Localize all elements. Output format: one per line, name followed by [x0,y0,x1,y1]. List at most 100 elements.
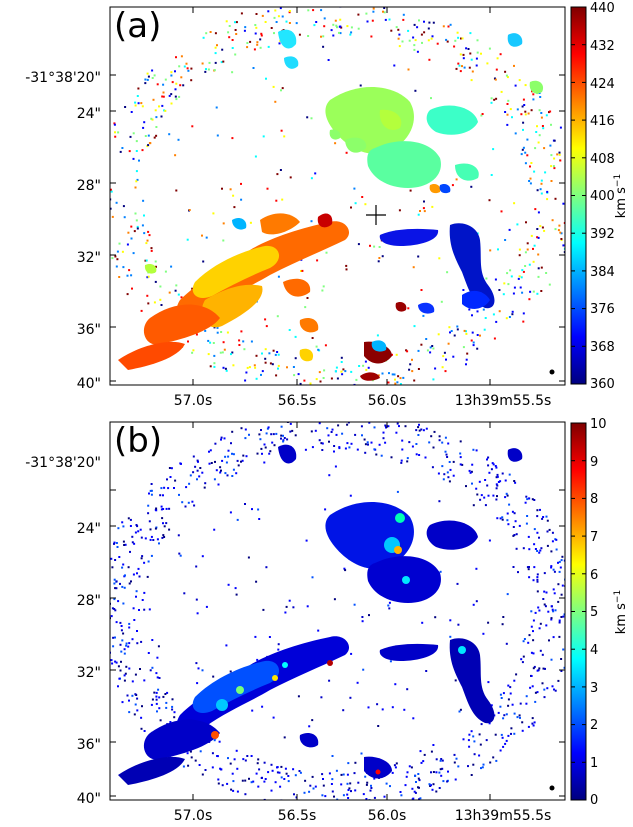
speckle [154,280,157,283]
speckle [291,429,294,432]
speckle [344,447,347,450]
speckle [319,0,321,1]
speckle [163,109,166,112]
speckle [476,493,479,496]
speckle [406,457,409,460]
speckle [417,434,420,436]
speckle [158,542,160,545]
speckle [143,214,145,217]
speckle [566,600,568,602]
speckle [522,146,525,149]
speckle [513,712,516,715]
speckle [368,422,371,424]
speckle [116,546,119,548]
speckle [356,448,359,451]
speckle [337,414,339,416]
speckle [329,419,331,421]
speckle [242,758,245,761]
speckle [521,148,524,151]
speckle [496,57,499,60]
speckle [195,333,198,336]
speckle [254,32,257,35]
speckle [289,430,292,433]
speckle [256,43,259,46]
speckle [430,771,432,774]
speckle [407,68,410,71]
speckle [446,40,449,43]
speckle [450,330,453,332]
speckle [277,353,280,356]
speckle [536,228,539,230]
speckle [288,11,291,14]
speckle [278,417,280,419]
speckle [539,622,542,625]
speckle [546,198,549,201]
speckle [240,12,243,15]
speckle [275,374,278,377]
speckle [493,337,496,340]
speckle [455,67,458,70]
speckle [105,250,107,252]
speckle [546,530,549,533]
speckle [463,329,466,332]
speckle [127,645,130,648]
speckle [505,642,508,645]
speckle [192,455,195,458]
speckle [475,64,478,67]
speckle [397,37,400,40]
speckle [460,37,462,40]
speckle [505,74,508,77]
speckle [138,159,140,162]
speckle [495,498,498,501]
speckle [543,229,546,232]
speckle [336,798,339,800]
speckle [146,239,149,242]
speckle [495,487,498,490]
speckle [311,337,314,339]
speckle [231,772,234,775]
speckle [457,765,460,768]
speckle [190,79,193,82]
speckle [432,744,435,746]
speckle [503,714,506,717]
speckle [508,316,511,318]
speckle [321,442,324,445]
speckle [475,449,478,452]
speckle [411,445,414,448]
speckle [350,442,353,445]
speckle [376,334,379,337]
speckle [273,32,275,35]
speckle [521,291,524,294]
speckle [333,795,335,798]
speckle [267,771,270,774]
speckle [482,308,485,311]
speckle [509,686,512,689]
speckle [100,636,102,638]
speckle [217,778,220,781]
speckle [515,673,518,676]
speckle [470,774,473,776]
speckle [383,795,386,798]
speckle [280,434,283,437]
speckle [384,441,387,444]
speckle [381,708,384,711]
speckle [524,113,527,116]
panel-b-map [100,414,568,807]
speckle [563,613,565,616]
speckle [170,74,173,77]
speckle [455,757,458,760]
speckle [280,776,283,779]
speckle [323,805,325,807]
speckle [536,292,539,295]
speckle [371,19,374,22]
speckle [333,598,336,601]
speckle [103,198,105,200]
speckle [513,679,516,682]
speckle [311,446,314,449]
speckle [101,605,103,607]
speckle [254,366,257,369]
speckle [538,609,541,612]
speckle [509,692,512,695]
speckle [277,15,280,18]
speckle [246,366,249,369]
